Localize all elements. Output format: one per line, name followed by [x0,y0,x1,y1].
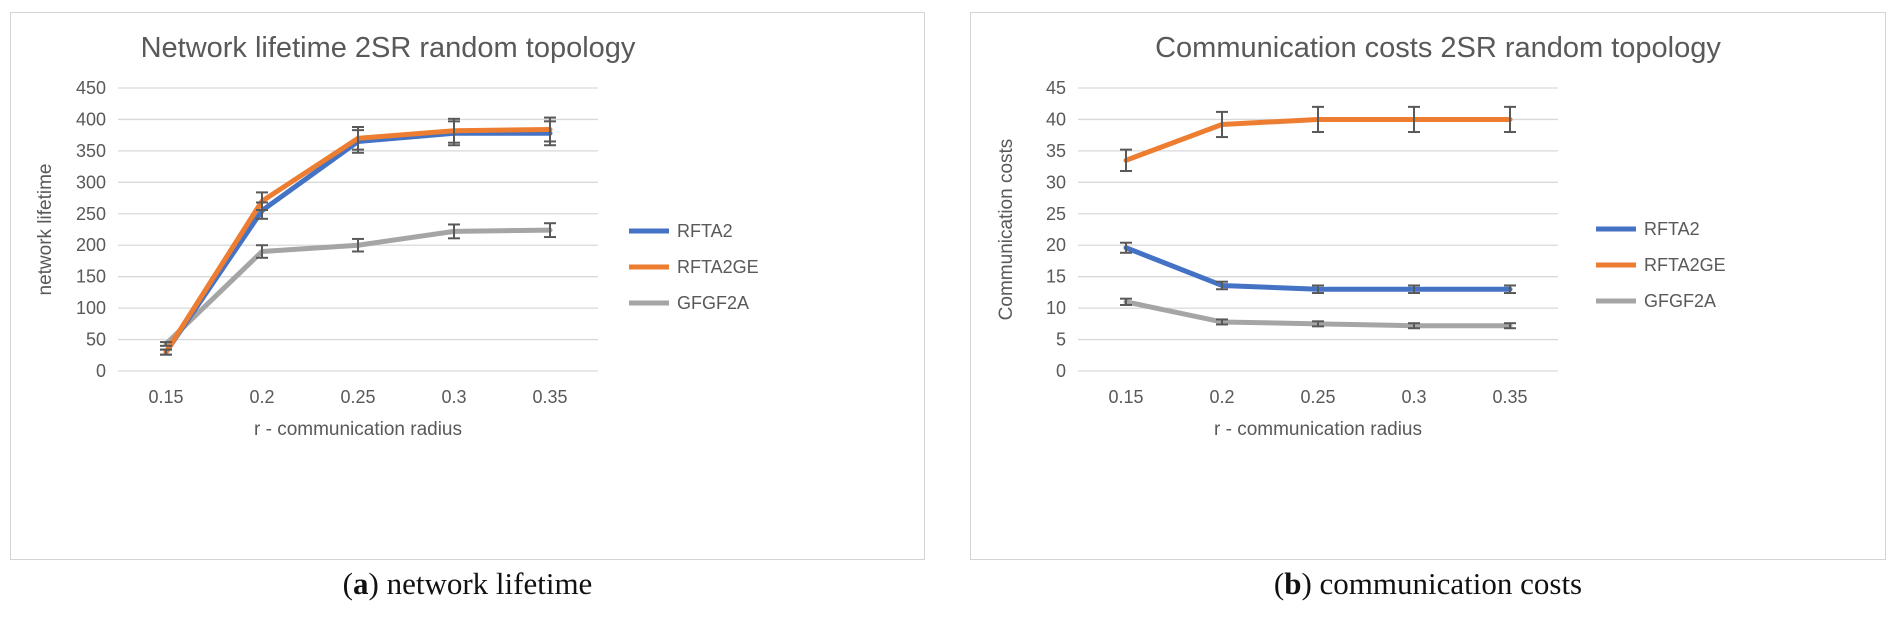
x-axis-title: r - communication radius [1214,419,1422,440]
legend-label-gfgf2a: GFGF2A [677,293,749,313]
chart-panel-communication-costs: Communication costs 2SR random topology 0… [970,12,1886,560]
x-axis-title: r - communication radius [254,419,462,440]
x-tick-label: 0.25 [1300,387,1335,407]
y-tick-label: 10 [1046,298,1066,318]
caption-a-text: network lifetime [378,566,593,601]
y-tick-label: 150 [76,267,106,287]
chart-title: Communication costs 2SR random topology [1155,32,1721,64]
x-tick-label: 0.35 [1492,387,1527,407]
legend-label-gfgf2a: GFGF2A [1644,291,1716,311]
caption-b-letter: b [1284,566,1302,601]
caption-a-letter: a [353,566,369,601]
y-tick-label: 400 [76,109,106,129]
x-tick-label: 0.2 [249,387,274,407]
y-axis-title: Communication costs [996,139,1017,321]
caption-b-text: communication costs [1311,566,1583,601]
caption-b: (b) communication costs [1273,566,1583,601]
y-tick-label: 25 [1046,204,1066,224]
chart-panel-network-lifetime: Network lifetime 2SR random topology 0 50 1… [10,12,925,560]
legend-label-rfta2: RFTA2 [1644,219,1700,239]
legend-label-rfta2ge: RFTA2GE [1644,255,1726,275]
y-tick-label: 200 [76,235,106,255]
x-tick-label: 0.15 [1108,387,1143,407]
y-tick-label: 250 [76,204,106,224]
y-tick-label: 40 [1046,109,1066,129]
series-line-rfta2 [1123,245,1513,292]
y-tick-label: 100 [76,298,106,318]
x-tick-label: 0.3 [1401,387,1426,407]
y-tick-label: 350 [76,141,106,161]
x-tick-label: 0.35 [532,387,567,407]
legend-label-rfta2: RFTA2 [677,221,733,241]
x-tick-label: 0.25 [340,387,375,407]
chart-title: Network lifetime 2SR random topology [141,32,636,64]
caption-a: (a) network lifetime [342,566,593,601]
y-tick-label: 0 [96,361,106,381]
network-lifetime-chart: Network lifetime 2SR random topology 0 50 1… [35,32,759,440]
legend-label-rfta2ge: RFTA2GE [677,257,759,277]
y-tick-label: 35 [1046,141,1066,161]
x-tick-label: 0.3 [441,387,466,407]
communication-costs-chart: Communication costs 2SR random topology 0… [996,32,1726,440]
y-tick-label: 50 [86,330,106,350]
y-tick-label: 300 [76,172,106,192]
y-tick-label: 20 [1046,235,1066,255]
y-tick-label: 30 [1046,172,1066,192]
x-tick-label: 0.2 [1209,387,1234,407]
y-tick-label: 45 [1046,78,1066,98]
y-tick-label: 15 [1046,267,1066,287]
y-axis-title: network lifetime [35,164,56,296]
y-tick-label: 0 [1056,361,1066,381]
x-tick-label: 0.15 [148,387,183,407]
y-tick-label: 5 [1056,330,1066,350]
y-tick-label: 450 [76,78,106,98]
